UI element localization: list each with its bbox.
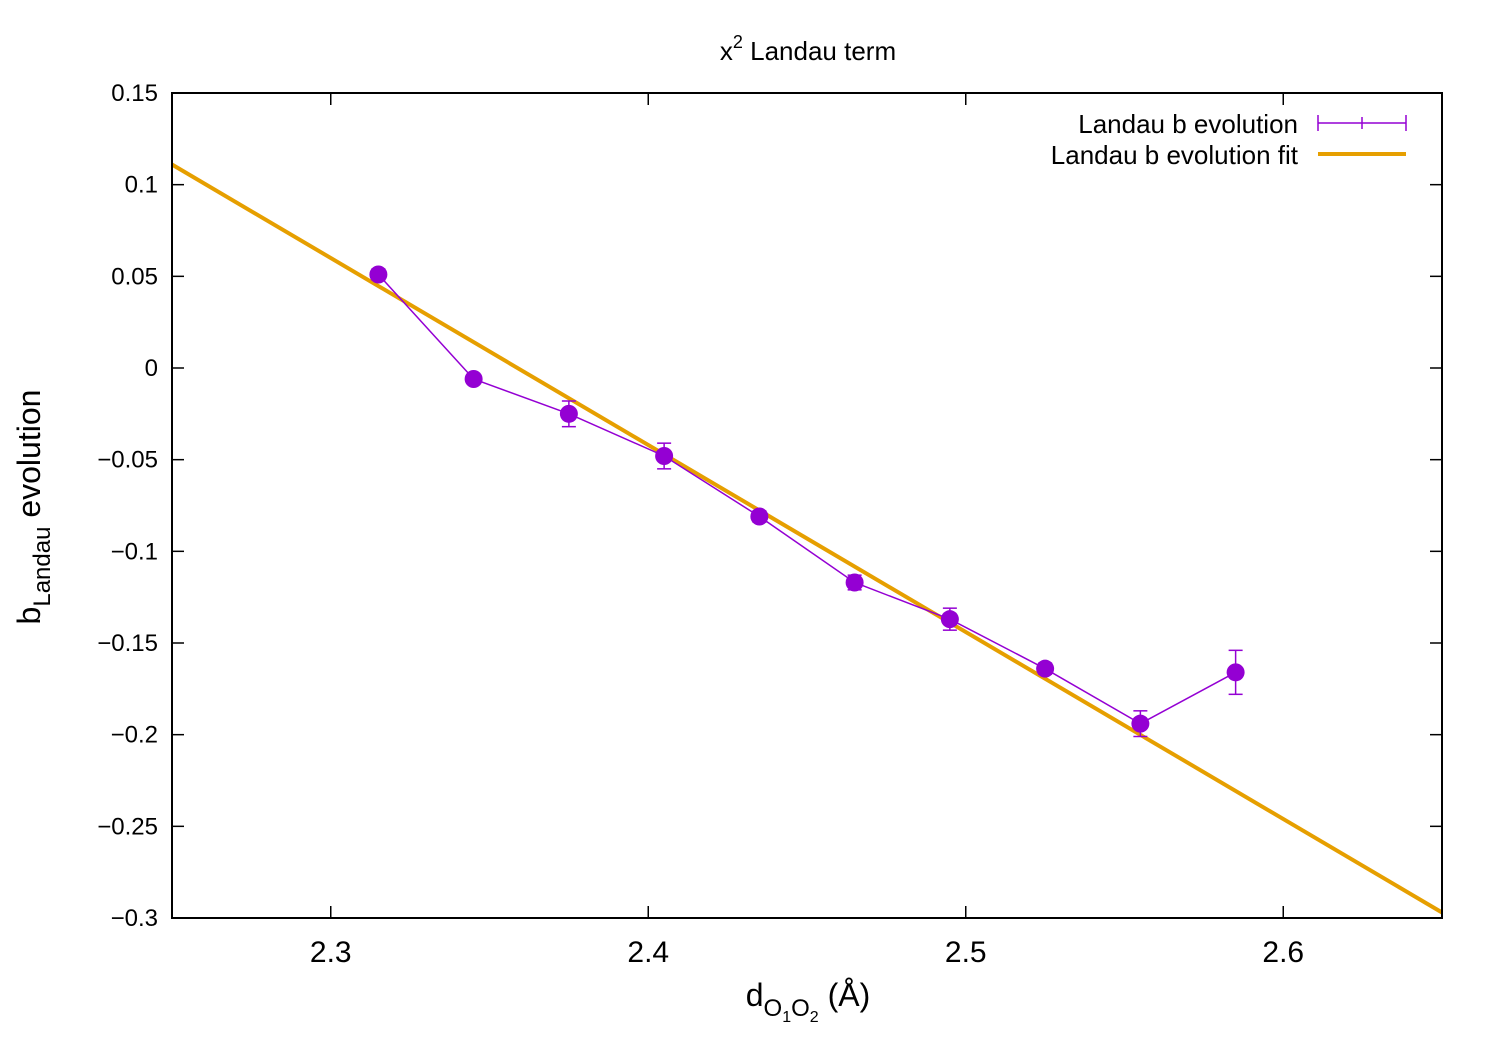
y-axis-label: bLandau evolution — [11, 390, 56, 625]
data-point — [750, 507, 769, 526]
data-point — [1036, 659, 1055, 678]
y-tick-label: −0.3 — [111, 905, 158, 932]
data-point — [655, 447, 674, 465]
legend-label-fit: Landau b evolution fit — [1051, 140, 1299, 170]
y-tick-label: 0.05 — [111, 263, 158, 290]
plot-frame — [171, 92, 1443, 919]
y-tick-label: −0.15 — [97, 630, 158, 657]
data-point — [464, 370, 483, 388]
data-point — [845, 573, 864, 592]
x-axis-label: dO1O2 (Å) — [746, 977, 871, 1026]
y-tick-label: −0.25 — [97, 813, 158, 840]
x-tick-label: 2.5 — [945, 936, 987, 969]
y-tick-label: 0 — [145, 355, 158, 382]
legend-label-data: Landau b evolution — [1078, 109, 1298, 139]
fit-line — [172, 162, 1442, 915]
data-point — [559, 404, 578, 423]
x-tick-label: 2.6 — [1262, 936, 1304, 969]
x-tick-label: 2.3 — [310, 936, 352, 969]
data-point — [369, 265, 388, 284]
data-point — [940, 610, 959, 629]
data-series-line — [377, 273, 1236, 725]
y-tick-label: −0.1 — [111, 538, 158, 565]
x-tick-label: 2.4 — [627, 936, 669, 969]
data-point — [1131, 714, 1150, 733]
y-tick-label: 0.1 — [125, 172, 158, 199]
legend-swatch-data — [1317, 115, 1407, 131]
legend: Landau b evolution Landau b evolution fi… — [1051, 109, 1407, 170]
y-tick-label: −0.05 — [97, 447, 158, 474]
y-tick-label: −0.2 — [111, 722, 158, 749]
data-point — [1226, 663, 1245, 682]
y-tick-label: 0.15 — [111, 80, 158, 107]
chart-title: x2 Landau term — [720, 32, 896, 66]
chart-title-superscript: 2 — [733, 32, 743, 52]
